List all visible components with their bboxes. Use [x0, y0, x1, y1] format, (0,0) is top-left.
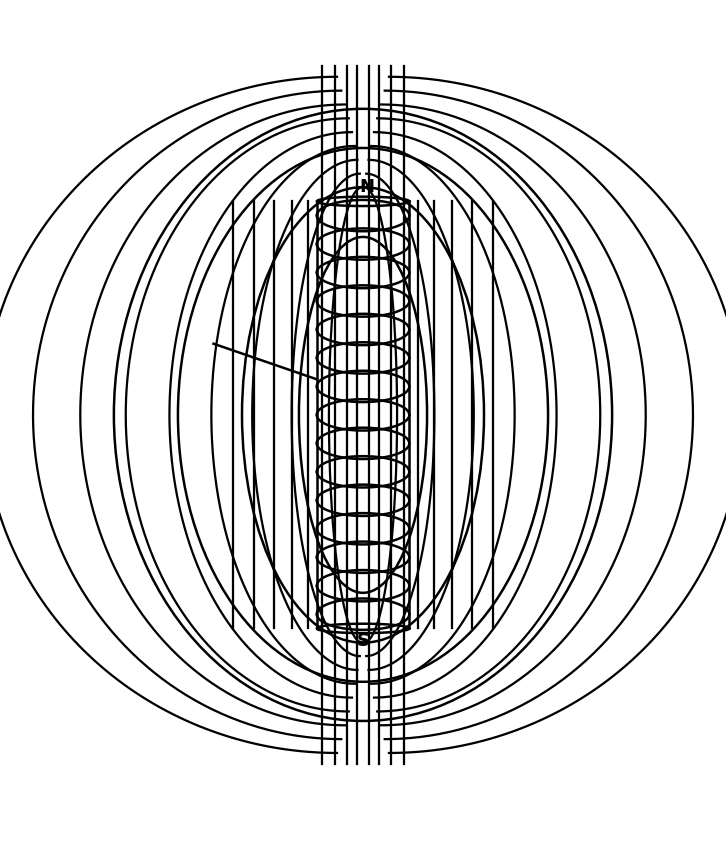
Text: S: S — [356, 632, 370, 650]
Text: N: N — [359, 178, 374, 196]
